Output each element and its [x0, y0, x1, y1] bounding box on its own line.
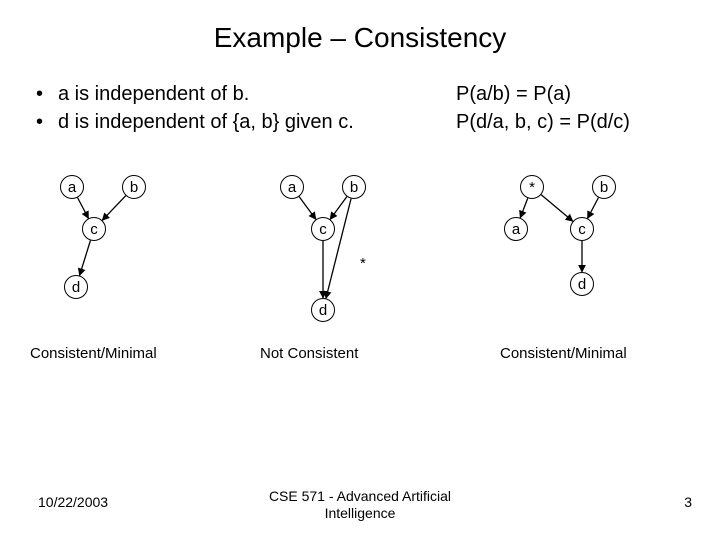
- node-d: d: [64, 275, 88, 299]
- edge-b-c: [102, 196, 125, 221]
- graph1-caption: Consistent/Minimal: [30, 345, 157, 362]
- node-a: a: [504, 217, 528, 241]
- annotation-star: *: [360, 255, 366, 272]
- node-d: d: [311, 298, 335, 322]
- bullet-item: • a is independent of b.: [36, 80, 354, 108]
- node-d: d: [570, 272, 594, 296]
- node-b: b: [592, 175, 616, 199]
- footer-course: CSE 571 - Advanced Artificial Intelligen…: [0, 488, 720, 522]
- bullet-dot-icon: •: [36, 108, 58, 136]
- bullet-text: a is independent of b.: [58, 80, 249, 108]
- equation-line: P(d/a, b, c) = P(d/c): [456, 108, 630, 136]
- footer-page-number: 3: [684, 494, 692, 510]
- node-star: *: [520, 175, 544, 199]
- edge-b-c: [588, 198, 599, 219]
- edge-star-a: [520, 198, 527, 218]
- bullet-list: • a is independent of b. • d is independ…: [36, 80, 354, 136]
- edge-b-d: [326, 199, 351, 299]
- bullet-item: • d is independent of {a, b} given c.: [36, 108, 354, 136]
- edge-b-c: [330, 197, 347, 220]
- edge-a-c: [299, 197, 316, 220]
- node-c: c: [82, 217, 106, 241]
- node-a: a: [280, 175, 304, 199]
- equation-line: P(a/b) = P(a): [456, 80, 630, 108]
- bullet-text: d is independent of {a, b} given c.: [58, 108, 354, 136]
- edge-star-c: [541, 195, 573, 222]
- equation-block: P(a/b) = P(a) P(d/a, b, c) = P(d/c): [456, 80, 630, 136]
- node-b: b: [122, 175, 146, 199]
- graph3-caption: Consistent/Minimal: [500, 345, 627, 362]
- footer-line2: Intelligence: [325, 505, 396, 521]
- node-c: c: [570, 217, 594, 241]
- edge-a-c: [78, 198, 89, 219]
- bullet-dot-icon: •: [36, 80, 58, 108]
- graph2-caption: Not Consistent: [260, 345, 358, 362]
- node-b: b: [342, 175, 366, 199]
- footer-line1: CSE 571 - Advanced Artificial: [269, 488, 451, 504]
- slide-title: Example – Consistency: [0, 0, 720, 54]
- node-a: a: [60, 175, 84, 199]
- graph-area: abcd Consistent/Minimal abcd* Not Consis…: [0, 175, 720, 395]
- node-c: c: [311, 217, 335, 241]
- edge-c-d: [80, 240, 91, 275]
